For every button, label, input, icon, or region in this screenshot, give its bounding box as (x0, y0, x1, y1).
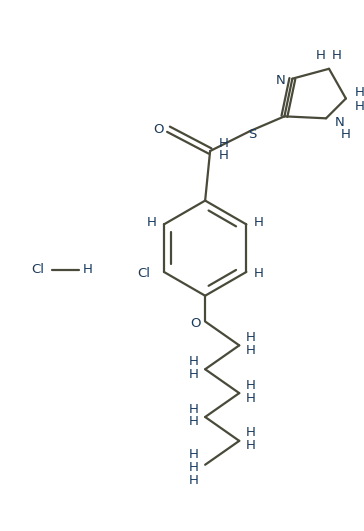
Text: H: H (219, 136, 229, 150)
Text: H: H (246, 439, 256, 452)
Text: H: H (246, 331, 256, 344)
Text: H: H (246, 391, 256, 405)
Text: O: O (190, 317, 201, 330)
Text: O: O (153, 123, 164, 136)
Text: H: H (188, 367, 198, 381)
Text: H: H (355, 86, 364, 99)
Text: H: H (246, 426, 256, 440)
Text: Cl: Cl (138, 268, 151, 280)
Text: H: H (253, 216, 263, 229)
Text: H: H (341, 127, 351, 141)
Text: H: H (188, 402, 198, 416)
Text: N: N (276, 74, 285, 87)
Text: H: H (332, 49, 342, 63)
Text: N: N (335, 116, 345, 129)
Text: H: H (246, 344, 256, 357)
Text: H: H (82, 263, 92, 277)
Text: H: H (188, 474, 198, 487)
Text: H: H (355, 100, 364, 113)
Text: H: H (253, 268, 263, 280)
Text: H: H (188, 415, 198, 429)
Text: H: H (316, 49, 326, 63)
Text: H: H (188, 461, 198, 474)
Text: H: H (188, 355, 198, 368)
Text: H: H (147, 216, 157, 229)
Text: Cl: Cl (31, 263, 44, 277)
Text: H: H (188, 448, 198, 461)
Text: H: H (246, 379, 256, 392)
Text: H: H (219, 150, 229, 162)
Text: S: S (249, 127, 257, 141)
